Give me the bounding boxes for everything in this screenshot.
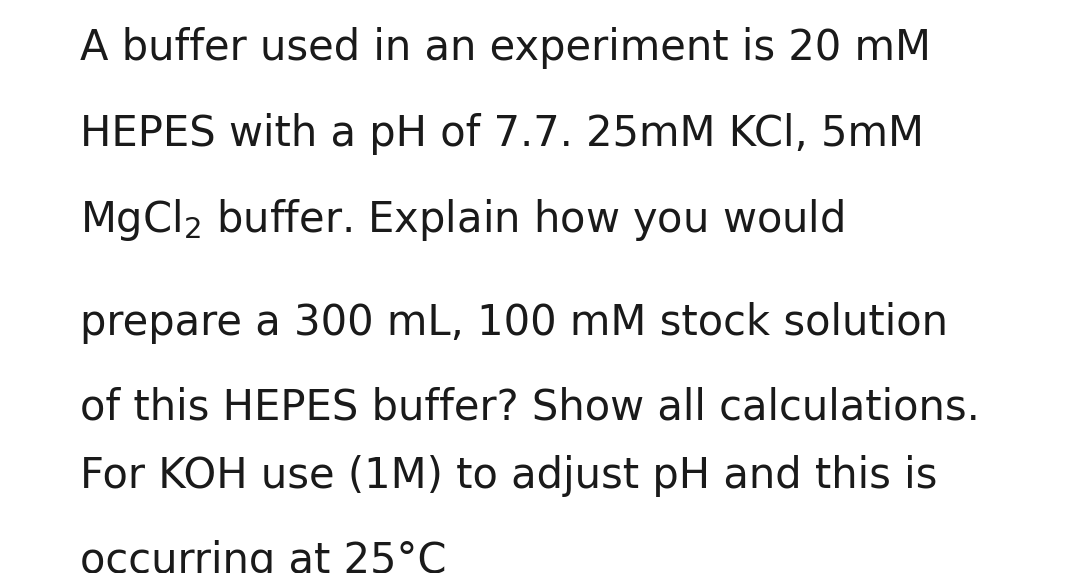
Text: A buffer used in an experiment is 20 mM: A buffer used in an experiment is 20 mM	[80, 27, 931, 69]
Text: occurring at 25°C: occurring at 25°C	[80, 540, 447, 573]
Text: prepare a 300 mL, 100 mM stock solution: prepare a 300 mL, 100 mM stock solution	[80, 302, 948, 344]
Text: of this HEPES buffer? Show all calculations.: of this HEPES buffer? Show all calculati…	[80, 386, 980, 429]
Text: MgCl$_2$ buffer. Explain how you would: MgCl$_2$ buffer. Explain how you would	[80, 197, 845, 243]
Text: For KOH use (1M) to adjust pH and this is: For KOH use (1M) to adjust pH and this i…	[80, 455, 938, 497]
Text: HEPES with a pH of 7.7. 25mM KCl, 5mM: HEPES with a pH of 7.7. 25mM KCl, 5mM	[80, 113, 925, 155]
